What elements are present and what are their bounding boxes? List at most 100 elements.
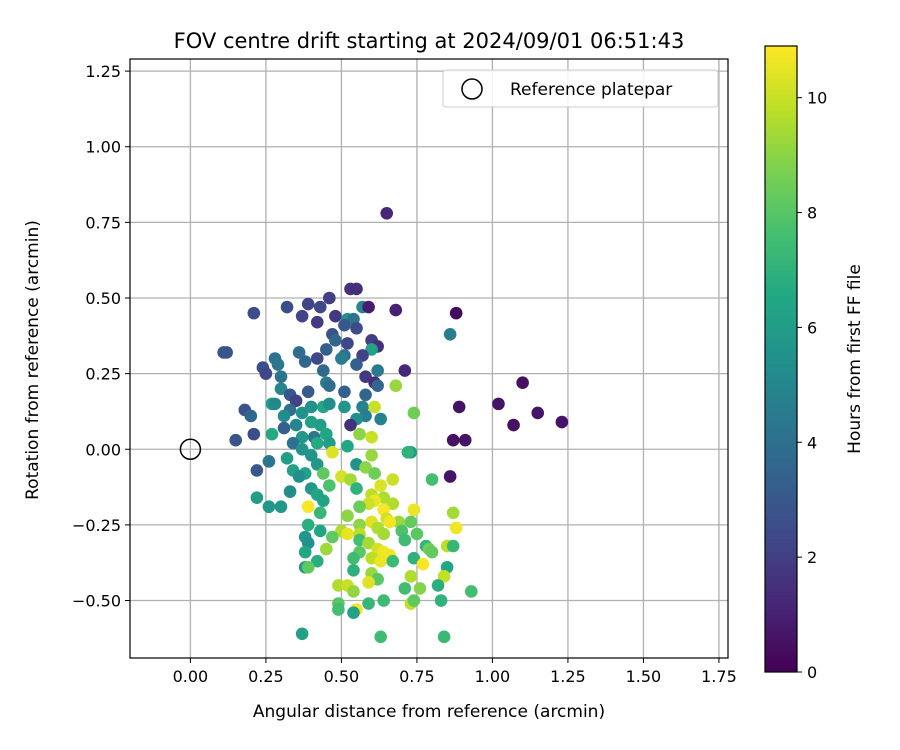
data-point	[458, 433, 472, 447]
data-point	[507, 418, 520, 432]
y-tick-label: 1.00	[85, 138, 121, 157]
data-point	[398, 582, 412, 595]
x-axis-ticks: 0.00 0.25 0.50 0.75 1.00 1.25 1.50 1.75	[173, 658, 737, 686]
scatter-points	[217, 206, 569, 644]
reference-platepar-marker	[179, 438, 202, 461]
colorbar-tick-label: 10	[807, 89, 827, 108]
data-point	[347, 585, 360, 598]
data-point	[323, 397, 336, 411]
data-point	[301, 297, 315, 311]
data-point	[301, 518, 315, 532]
data-point	[347, 563, 360, 577]
data-point	[283, 485, 297, 498]
data-point	[416, 557, 430, 571]
data-point	[320, 343, 333, 356]
data-point	[350, 482, 363, 495]
data-point	[301, 385, 315, 399]
data-point	[374, 554, 387, 568]
data-point	[368, 400, 381, 414]
x-tick-label: 0.00	[173, 667, 209, 686]
data-point	[374, 412, 387, 426]
x-tick-label: 0.25	[248, 667, 284, 686]
legend: Reference platepar	[442, 69, 719, 108]
chart-title: FOV centre drift starting at 2024/09/01 …	[174, 29, 685, 53]
colorbar-tick-label: 2	[807, 548, 817, 567]
data-point	[464, 585, 478, 598]
data-point	[274, 370, 288, 383]
data-point	[301, 560, 315, 574]
data-point	[310, 315, 324, 329]
data-point	[407, 551, 421, 565]
data-point	[359, 388, 372, 402]
x-tick-label: 1.00	[475, 667, 511, 686]
data-point	[332, 579, 345, 592]
data-point	[531, 406, 545, 420]
data-point	[292, 470, 306, 483]
data-point	[389, 379, 403, 393]
data-point	[301, 500, 315, 514]
data-point	[386, 554, 400, 568]
data-point	[371, 379, 384, 393]
data-point	[338, 318, 351, 332]
data-point	[338, 385, 351, 399]
data-point	[259, 367, 273, 380]
data-point	[292, 346, 306, 359]
data-point	[310, 458, 324, 471]
grid	[130, 59, 728, 658]
data-point	[229, 433, 243, 447]
data-point	[295, 627, 309, 641]
data-point	[320, 542, 333, 556]
data-point	[446, 539, 460, 553]
data-point	[443, 327, 457, 341]
data-point	[425, 473, 439, 486]
y-tick-label: 0.00	[85, 440, 121, 459]
data-point	[313, 418, 327, 432]
data-point	[316, 467, 330, 480]
data-point	[295, 442, 309, 456]
y-tick-label: 0.25	[85, 365, 121, 384]
data-point	[313, 524, 327, 538]
legend-marker-reference	[461, 78, 483, 100]
data-point	[374, 630, 387, 644]
data-point	[437, 570, 451, 583]
data-point	[347, 551, 360, 565]
data-point	[341, 337, 354, 350]
data-point	[362, 536, 375, 550]
data-point	[274, 382, 288, 396]
data-point	[286, 436, 300, 450]
data-point	[401, 445, 415, 459]
x-tick-label: 1.50	[626, 667, 662, 686]
y-axis-ticks: −0.50 −0.25 0.00 0.25 0.50 0.75 1.00 1.25	[72, 62, 130, 611]
data-point	[374, 479, 387, 492]
data-point	[313, 506, 327, 520]
y-axis-label: Rotation from reference (arcmin)	[23, 220, 43, 500]
data-point	[295, 430, 309, 444]
y-tick-label: −0.25	[72, 516, 121, 535]
data-point	[449, 306, 463, 320]
data-point	[365, 449, 378, 462]
y-tick-label: 0.50	[85, 289, 121, 308]
data-point	[386, 473, 400, 486]
data-point	[398, 533, 412, 547]
data-point	[350, 358, 363, 371]
x-tick-label: 1.75	[701, 667, 737, 686]
data-point	[362, 300, 375, 314]
y-tick-label: 0.75	[85, 213, 121, 232]
x-tick-label: 1.25	[550, 667, 586, 686]
x-axis-label: Angular distance from reference (arcmin)	[253, 702, 605, 722]
data-point	[344, 418, 357, 432]
data-point	[323, 379, 336, 393]
colorbar	[764, 45, 798, 673]
data-point	[271, 358, 285, 371]
data-point	[304, 449, 318, 462]
legend-box	[442, 69, 719, 108]
data-point	[341, 527, 354, 541]
colorbar-tick-label: 6	[807, 318, 817, 337]
plot-frame	[129, 58, 729, 659]
data-point	[341, 509, 354, 523]
colorbar-tick-label: 4	[807, 433, 817, 452]
data-point	[404, 515, 418, 529]
data-point	[289, 418, 303, 432]
data-point	[386, 497, 400, 511]
